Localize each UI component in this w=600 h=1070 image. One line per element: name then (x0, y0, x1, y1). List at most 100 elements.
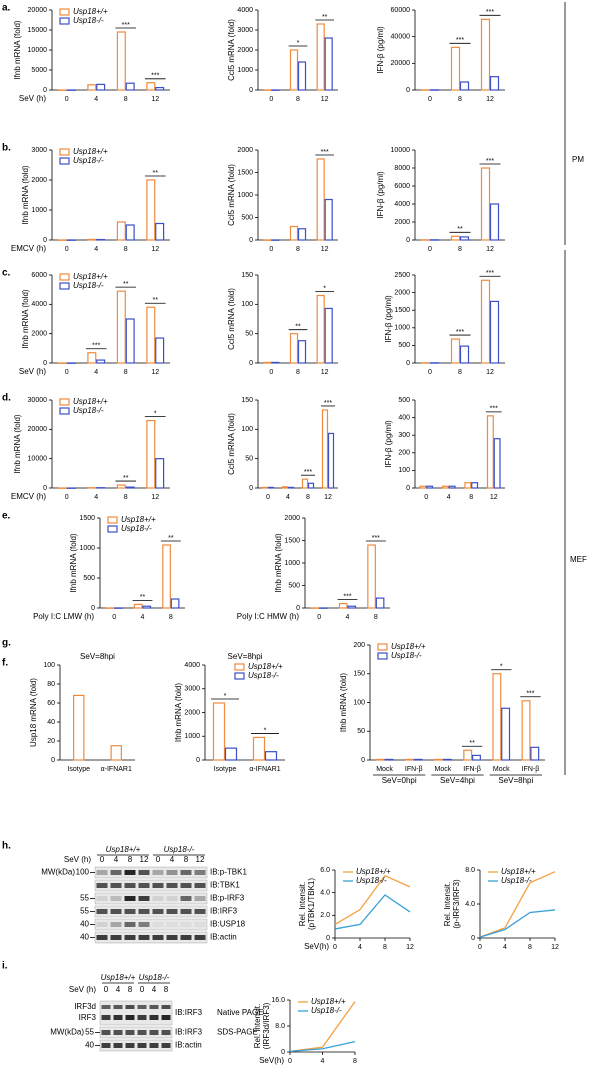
legend-swatch (59, 157, 70, 165)
y-tick-label: 0 (43, 87, 47, 94)
x-axis-label: EMCV (h) (11, 244, 46, 253)
blot-band (125, 1015, 135, 1020)
y-tick-label: 1000 (184, 733, 200, 740)
bar (459, 236, 470, 241)
bar (146, 82, 156, 91)
x-tick-label: 8 (458, 246, 462, 253)
significance: *** (486, 270, 494, 277)
x-tick-label: 12 (151, 96, 159, 103)
x-tick-label: 12 (321, 369, 329, 376)
bar (471, 482, 479, 489)
bar (316, 158, 325, 241)
significance: *** (490, 406, 498, 413)
bar (316, 294, 325, 364)
blot-band (110, 935, 122, 940)
bar (375, 758, 385, 761)
series-line (479, 909, 556, 938)
significance: * (323, 285, 326, 292)
legend-swatch (59, 148, 70, 156)
lane-label: 12 (140, 855, 149, 864)
bar (480, 279, 491, 364)
y-tick-label: 2000 (394, 219, 410, 226)
blot-band (180, 922, 192, 927)
bar (426, 485, 434, 489)
blot-band (166, 896, 178, 901)
lane-label: 8 (164, 985, 169, 994)
y-axis-label: Ifnb mRNA (fold) (339, 673, 348, 732)
bar (480, 167, 491, 241)
x-tick-label: 0 (65, 369, 69, 376)
x-tick-label: 0 (269, 246, 273, 253)
y-tick-label: 2500 (394, 272, 410, 279)
blot-row-label: IB:actin (175, 1041, 202, 1050)
blot-band (138, 909, 150, 914)
blot-band (149, 1043, 159, 1048)
bar (87, 352, 97, 364)
y-tick-label: 60 (47, 700, 55, 707)
bar (297, 340, 307, 364)
x-tick-label: IFN-β (405, 766, 423, 773)
y-tick-label: 5000 (31, 67, 47, 74)
mw-marker: 100 (76, 868, 90, 877)
y-tick-label: 500 (398, 342, 410, 349)
legend-swatch (59, 282, 70, 290)
mw-marker: 40 (80, 933, 89, 942)
bar (116, 484, 126, 489)
bar (267, 486, 275, 489)
bar (480, 18, 491, 91)
x-tick-label: 8 (296, 246, 300, 253)
blot-band (194, 922, 206, 927)
legend-label: Usp18-/- (311, 1006, 342, 1015)
blot-band (101, 1005, 111, 1009)
legend-label: Usp18+/+ (356, 867, 391, 876)
bar (301, 478, 309, 489)
x-tick-label: α-IFNAR1 (101, 766, 132, 773)
y-tick-label: 300 (398, 432, 410, 439)
significance: * (154, 410, 157, 417)
legend-label: Usp18-/- (73, 156, 104, 165)
x-tick-label: 12 (324, 494, 332, 501)
legend-label: Usp18+/+ (501, 867, 536, 876)
y-tick-label: 1000 (31, 207, 47, 214)
x-tick-label: 12 (321, 246, 329, 253)
blot-row-label: IB:p-TBK1 (210, 868, 247, 877)
bar (501, 707, 511, 761)
y-tick-label: 30000 (28, 397, 48, 404)
y-tick-label: 1000 (79, 545, 95, 552)
genotype-label: Usp18+/+ (106, 845, 141, 854)
genotype-label: Usp18-/- (139, 973, 170, 982)
blot-row-label: IB:actin (210, 933, 237, 942)
genotype-label: Usp18+/+ (101, 973, 136, 982)
bar (73, 694, 85, 761)
x-tick-label: 8 (528, 944, 532, 951)
y-tick-label: 100 (241, 426, 253, 433)
significance: *** (456, 329, 464, 336)
x-axis-label: EMCV (h) (11, 492, 46, 501)
bar (521, 700, 531, 761)
blot-band (180, 883, 192, 888)
blot-row-label: IB:IRF3 (210, 907, 238, 916)
bar (87, 238, 97, 241)
significance: ** (123, 475, 129, 482)
lane-label: 0 (156, 855, 161, 864)
legend-label: Usp18+/+ (73, 397, 108, 406)
significance: ** (469, 740, 475, 747)
legend-swatch (377, 643, 388, 651)
group-label: SeV=0hpi (382, 776, 417, 785)
bar (281, 486, 289, 489)
bar (261, 486, 269, 489)
bar (492, 673, 502, 761)
blot-band (137, 1030, 147, 1035)
x-tick-label: 0 (65, 494, 69, 501)
blot-band (180, 935, 192, 940)
blot-band (113, 1015, 123, 1020)
y-tick-label: 0 (406, 87, 410, 94)
y-tick-label: 50 (357, 728, 365, 735)
y-tick-label: 0 (43, 360, 47, 367)
x-tick-label: 0 (428, 369, 432, 376)
y-tick-label: 0 (196, 757, 200, 764)
legend-swatch (107, 516, 118, 524)
x-tick-label: 4 (447, 494, 451, 501)
legend-label: Usp18-/- (73, 281, 104, 290)
